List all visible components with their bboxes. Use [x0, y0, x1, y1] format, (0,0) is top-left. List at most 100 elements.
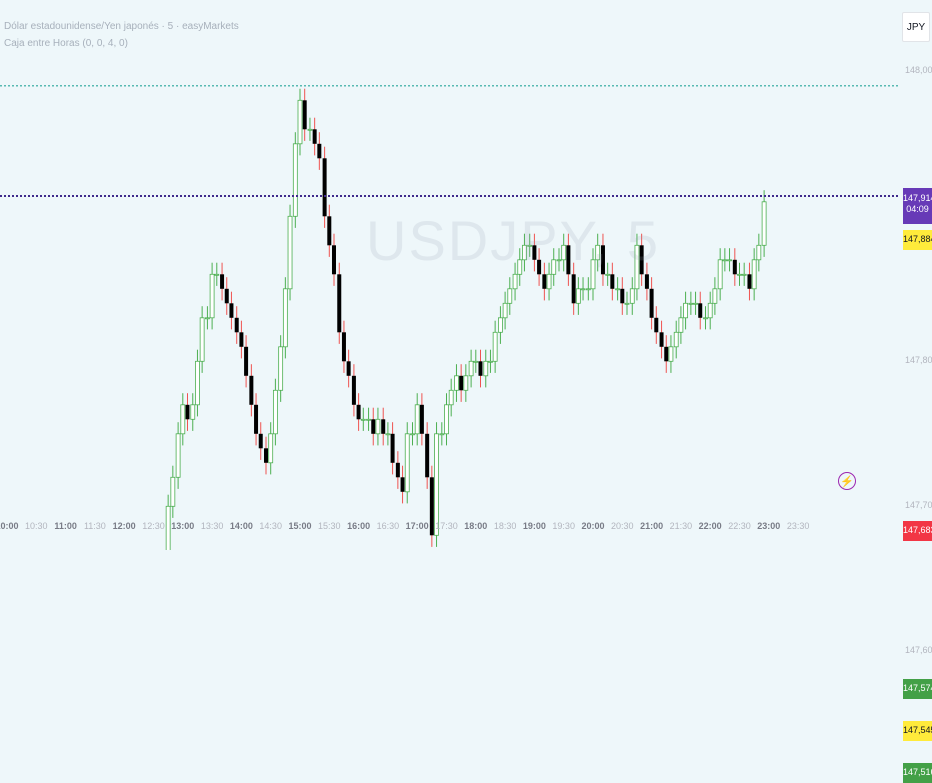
candle-body	[468, 360, 474, 377]
price-tick: 148,000	[905, 65, 932, 76]
candle-body	[258, 433, 263, 449]
time-label: 18:00	[464, 521, 488, 531]
price-label-value: 147,574	[903, 683, 932, 693]
candle-body	[272, 389, 278, 435]
price-tick: 147,600	[905, 645, 932, 656]
candle-body	[498, 317, 503, 333]
time-label: 21:30	[669, 521, 693, 531]
price-tick: 147,800	[905, 355, 932, 366]
time-label: 23:00	[757, 521, 781, 531]
candle-body	[556, 259, 562, 262]
candle-body	[600, 245, 605, 275]
candle-body	[659, 332, 664, 347]
candle-body	[590, 259, 596, 290]
price-label-value: 147,516	[903, 767, 932, 778]
candle-body	[356, 404, 361, 420]
candle-body	[478, 361, 483, 376]
time-label: 15:30	[318, 521, 341, 531]
indicator-label: Caja entre Horas (0, 0, 4, 0)	[4, 38, 128, 49]
time-label: 19:30	[552, 521, 575, 531]
candle-body	[327, 216, 332, 246]
candle-body	[175, 433, 181, 478]
candle-body	[390, 433, 395, 463]
candle-body	[575, 288, 581, 304]
candle-body	[492, 331, 498, 362]
candle-body	[337, 274, 342, 333]
chart-area[interactable]	[0, 0, 932, 550]
candle-body	[610, 274, 615, 289]
candle-body	[615, 288, 621, 291]
candle-body	[302, 100, 307, 130]
candle-body	[751, 259, 757, 290]
candle-body	[220, 274, 225, 289]
candle-body	[448, 389, 454, 406]
candle-body	[673, 331, 679, 348]
candle-body	[693, 302, 698, 305]
candle-body	[761, 201, 767, 246]
candle-body	[488, 360, 493, 363]
candle-body	[624, 302, 630, 305]
candle-body	[400, 477, 405, 492]
time-label: 13:00	[171, 521, 195, 531]
candle-body	[522, 244, 527, 261]
price-label: 147,884	[903, 229, 932, 250]
candle-body	[580, 288, 586, 291]
candle-body	[234, 317, 239, 333]
currency-button[interactable]: JPY	[902, 12, 930, 42]
time-label: 22:00	[698, 521, 722, 531]
candle-body	[180, 404, 186, 435]
price-label: 147,545	[903, 721, 932, 742]
candle-body	[722, 259, 728, 262]
candle-body	[732, 259, 737, 275]
time-label: 11:30	[83, 521, 106, 531]
time-label: 19:00	[522, 521, 546, 531]
candle-body	[571, 274, 576, 304]
time-label: 15:00	[288, 521, 312, 531]
candle-body	[341, 332, 346, 362]
time-label: 14:30	[259, 521, 282, 531]
candle-body	[654, 317, 659, 333]
candle-body	[224, 288, 229, 304]
candle-body	[239, 332, 244, 347]
time-label: 20:30	[611, 521, 634, 531]
candle-body	[605, 273, 611, 276]
candle-body	[312, 129, 317, 144]
time-label: 21:00	[640, 521, 664, 531]
price-label-value: 147,545	[903, 725, 932, 736]
candle-body	[551, 259, 557, 275]
candle-body	[185, 404, 190, 420]
candle-body	[678, 317, 684, 333]
candle-body	[297, 99, 303, 145]
candle-body	[454, 375, 459, 391]
price-chart[interactable]	[0, 0, 932, 550]
candle-body	[170, 476, 176, 507]
time-label: 12:00	[112, 521, 136, 531]
candle-body	[473, 360, 479, 363]
time-label: 22:30	[728, 521, 751, 531]
candle-body	[741, 273, 747, 276]
flash-icon[interactable]: ⚡	[838, 472, 856, 490]
candle-body	[190, 404, 196, 420]
candle-body	[546, 273, 552, 290]
candle-body	[195, 360, 200, 406]
candle-body	[512, 273, 518, 290]
candles	[165, 88, 767, 550]
candle-body	[737, 273, 742, 276]
candle-body	[244, 346, 249, 376]
candle-body	[425, 433, 430, 478]
candle-body	[414, 404, 420, 435]
candle-body	[664, 346, 669, 362]
candle-body	[639, 245, 644, 275]
candle-body	[351, 375, 356, 405]
candle-body	[683, 302, 688, 319]
candle-body	[542, 274, 547, 289]
time-label: 10:00	[0, 521, 19, 531]
candle-body	[595, 244, 601, 261]
candle-body	[532, 245, 537, 260]
candle-body	[585, 288, 591, 291]
time-label: 17:30	[435, 521, 458, 531]
symbol-title: Dólar estadounidense/Yen japonés · 5 · e…	[4, 21, 239, 32]
candle-body	[644, 274, 649, 289]
candle-body	[537, 259, 542, 275]
time-label: 11:00	[54, 521, 77, 531]
